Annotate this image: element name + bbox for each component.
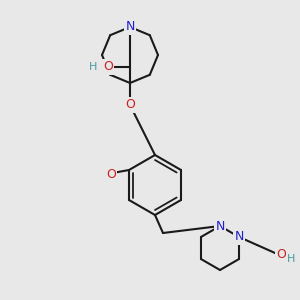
Text: O: O [106,167,116,181]
Text: H: H [89,62,97,72]
Text: O: O [103,61,113,74]
Text: N: N [215,220,225,232]
Text: H: H [287,254,295,264]
Text: N: N [125,20,135,34]
Text: O: O [276,248,286,262]
Text: N: N [234,230,244,244]
Text: O: O [125,98,135,112]
